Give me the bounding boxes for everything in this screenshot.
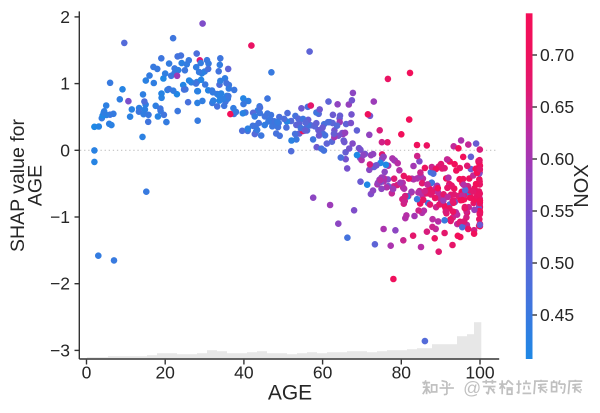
svg-text:SHAP value for: SHAP value for (7, 119, 29, 252)
svg-text:@: @ (463, 378, 481, 398)
svg-text:0.65: 0.65 (540, 97, 574, 117)
svg-text:20: 20 (155, 363, 175, 383)
svg-text:0: 0 (82, 363, 92, 383)
svg-text:−2: −2 (50, 274, 70, 294)
svg-text:100: 100 (465, 363, 494, 383)
svg-text:NOX: NOX (571, 164, 593, 207)
svg-text:AGE: AGE (25, 165, 47, 206)
svg-text:0: 0 (60, 140, 70, 160)
svg-text:0.50: 0.50 (540, 253, 574, 273)
svg-text:0.55: 0.55 (540, 201, 574, 221)
svg-text:−1: −1 (50, 207, 70, 227)
svg-text:80: 80 (392, 363, 412, 383)
svg-text:2: 2 (60, 7, 70, 27)
svg-text:0.45: 0.45 (540, 305, 574, 325)
svg-text:AGE: AGE (268, 382, 312, 405)
svg-text:−3: −3 (50, 340, 70, 360)
svg-text:0.60: 0.60 (540, 149, 574, 169)
svg-text:40: 40 (234, 363, 254, 383)
svg-text:0.70: 0.70 (540, 45, 574, 65)
svg-text:60: 60 (313, 363, 333, 383)
svg-text:1: 1 (60, 74, 70, 94)
